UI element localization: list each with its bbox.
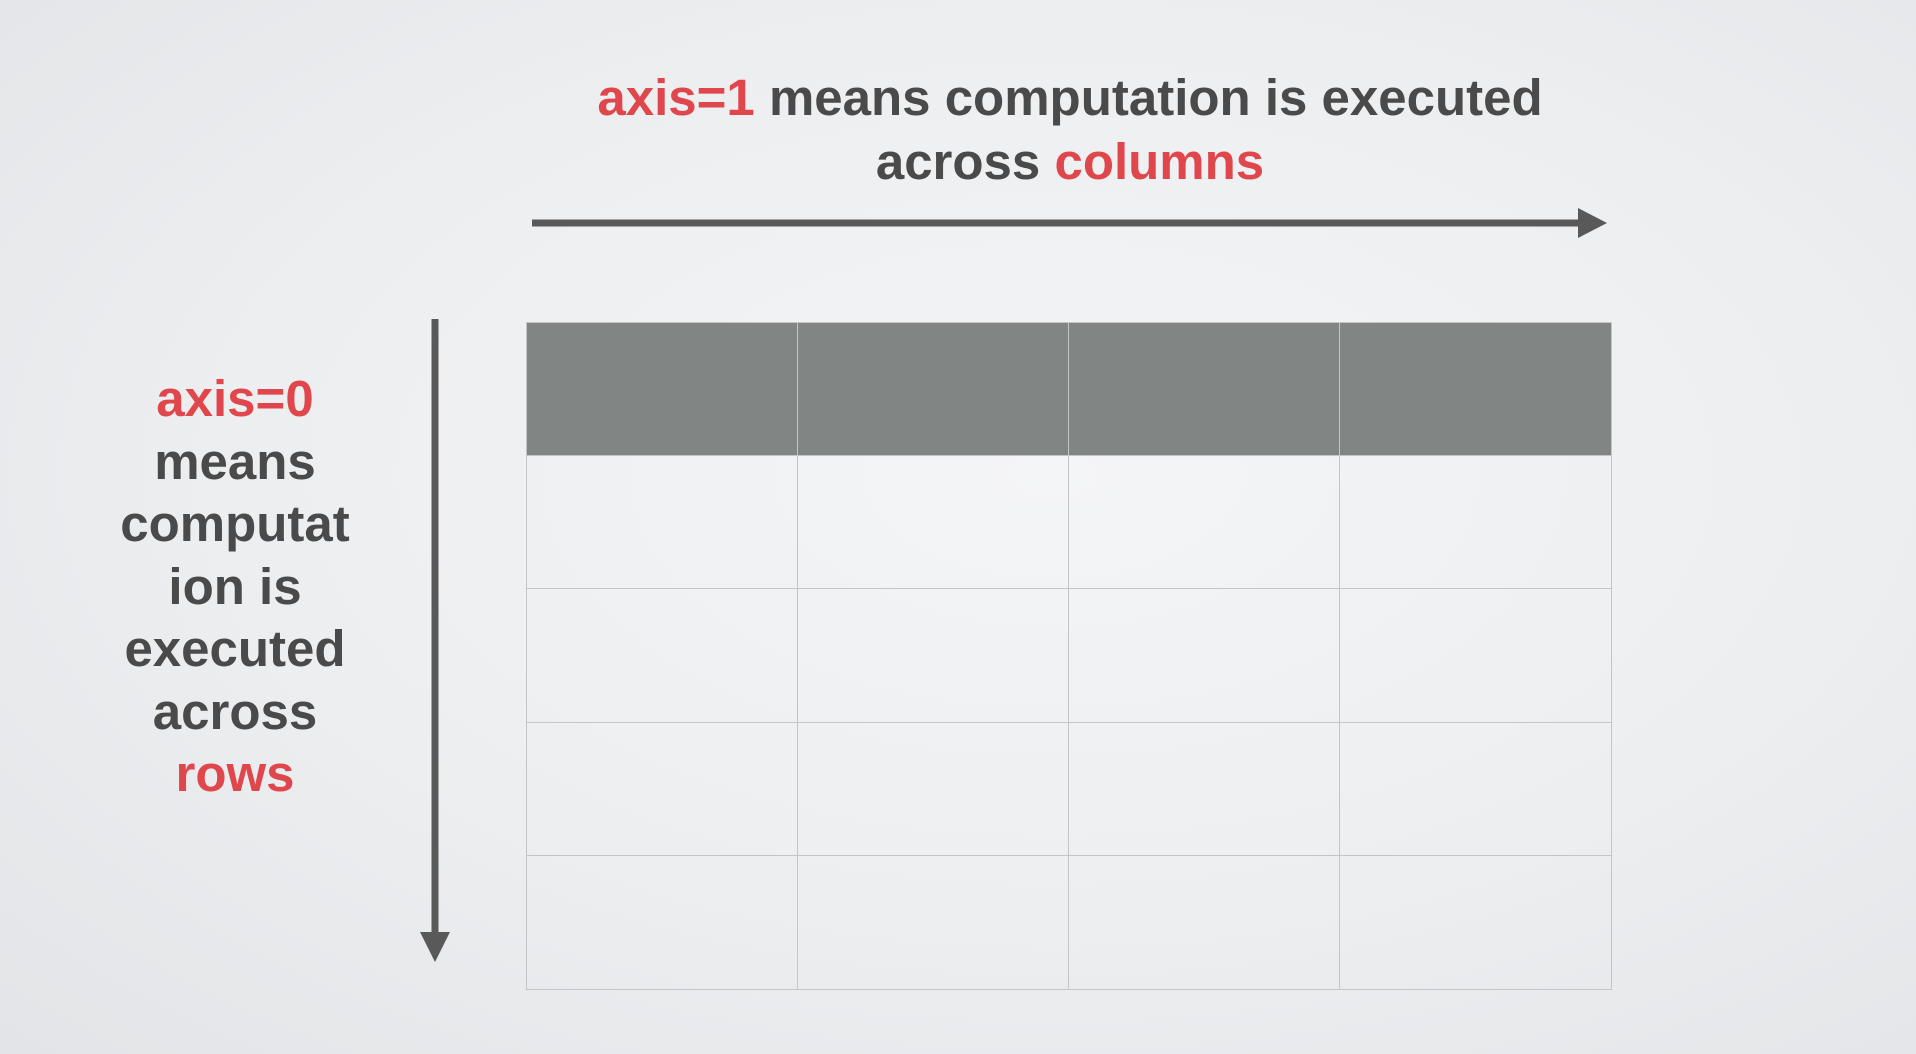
left-caption-line-5: executed xyxy=(124,620,346,677)
table-header-cell xyxy=(1069,323,1340,457)
table-cell xyxy=(798,456,1069,590)
top-caption-line-2: across columns xyxy=(520,130,1620,194)
table-header-cell xyxy=(798,323,1069,457)
top-caption-text-2: across xyxy=(875,133,1041,190)
table-cell xyxy=(527,855,798,989)
table-cell xyxy=(1340,589,1611,723)
left-caption-line-3: computat xyxy=(120,495,350,552)
table-cell xyxy=(1069,589,1340,723)
top-caption-line-1: axis=1 means computation is executed xyxy=(520,66,1620,130)
table-cell xyxy=(798,589,1069,723)
left-caption-line-2: means xyxy=(154,432,316,490)
left-caption: axis=0 means computat ion is executed ac… xyxy=(60,368,410,806)
data-table xyxy=(526,322,1612,990)
table-cell xyxy=(527,589,798,723)
table-cell xyxy=(1340,456,1611,590)
table-header-cell xyxy=(527,323,798,457)
table-cell xyxy=(1340,856,1611,989)
table-cell xyxy=(527,722,798,856)
table-header-cell xyxy=(1340,323,1611,457)
left-caption-line-4: ion is xyxy=(168,557,302,615)
table-cell xyxy=(1069,722,1340,856)
table-cell xyxy=(1069,456,1340,590)
axis-1-label: axis=1 xyxy=(597,69,755,126)
table-cell xyxy=(527,456,798,590)
left-caption-line-6: across xyxy=(152,682,318,740)
vertical-arrow-head xyxy=(420,932,450,962)
columns-label: columns xyxy=(1054,133,1265,190)
horizontal-arrow-head xyxy=(1578,208,1607,238)
table-cell xyxy=(798,855,1069,989)
axis-0-label: axis=0 xyxy=(156,370,314,427)
top-caption: axis=1 means computation is executed acr… xyxy=(520,66,1620,194)
table-cell xyxy=(1069,855,1340,989)
table-cell xyxy=(798,722,1069,856)
top-caption-text-1: means computation is executed xyxy=(768,69,1543,126)
table-cell xyxy=(1340,723,1611,856)
rows-label: rows xyxy=(175,745,295,802)
